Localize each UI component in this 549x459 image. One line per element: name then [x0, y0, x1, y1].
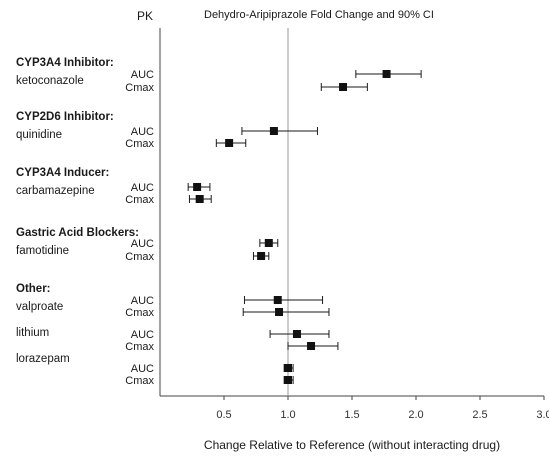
x-tick-label: 1.5 [344, 409, 359, 421]
point-estimate-marker [339, 83, 348, 91]
pk-param-label: AUC [131, 69, 154, 81]
pk-param-label: AUC [131, 182, 154, 194]
pk-column-header: PK [137, 9, 153, 23]
point-estimate-marker [382, 70, 391, 78]
point-estimate-marker [273, 296, 282, 304]
chart-title: Dehydro-Aripiprazole Fold Change and 90%… [204, 9, 434, 21]
drug-name: valproate [16, 301, 63, 313]
drug-name: ketoconazole [16, 75, 84, 87]
drug-name: carbamazepine [16, 185, 95, 197]
pk-param-label: Cmax [125, 138, 154, 150]
data-rows [187, 70, 422, 384]
point-estimate-marker [264, 239, 273, 247]
row-labels: CYP3A4 Inhibitor:ketoconazole AUCCmaxCYP2… [16, 57, 154, 387]
pk-param-label: Cmax [125, 251, 154, 263]
x-tick-label: 1.0 [280, 409, 295, 421]
pk-param-label: AUC [131, 238, 154, 250]
x-tick-label: 3.0 [536, 409, 549, 421]
pk-param-label: Cmax [125, 307, 154, 319]
pk-param-label: AUC [131, 126, 154, 138]
point-estimate-marker [284, 376, 292, 384]
group-heading: CYP3A4 Inhibitor: [16, 57, 114, 69]
pk-param-label: Cmax [125, 341, 154, 353]
point-estimate-marker [193, 183, 202, 191]
group-heading: CYP2D6 Inhibitor: [16, 111, 114, 123]
group-heading: CYP3A4 Inducer: [16, 167, 109, 179]
group-heading: Gastric Acid Blockers: [16, 227, 139, 239]
pk-param-label: Cmax [125, 194, 154, 206]
point-estimate-marker [307, 342, 316, 350]
group-heading: Other: [16, 283, 51, 295]
x-tick-label: 0.5 [216, 409, 231, 421]
drug-name: lithium [16, 327, 49, 339]
point-estimate-marker [269, 127, 278, 135]
drug-name: lorazepam [16, 353, 70, 365]
pk-param-label: AUC [131, 295, 154, 307]
point-estimate-marker [195, 195, 204, 203]
pk-param-label: AUC [131, 363, 154, 375]
pk-param-label: AUC [131, 329, 154, 341]
x-tick-label: 2.0 [408, 409, 423, 421]
plot-area [159, 28, 544, 397]
pk-param-label: Cmax [125, 82, 154, 94]
x-tick-label: 2.5 [472, 409, 487, 421]
drug-name: famotidine [16, 245, 69, 257]
pk-param-label: Cmax [125, 375, 154, 387]
drug-name: quinidine [16, 129, 62, 141]
point-estimate-marker [292, 330, 301, 338]
point-estimate-marker [225, 139, 234, 147]
x-axis: 0.5 1.0 1.5 2.0 2.5 3.0 [216, 396, 549, 421]
x-axis-label: Change Relative to Reference (without in… [204, 438, 500, 452]
point-estimate-marker [284, 364, 292, 372]
point-estimate-marker [275, 308, 284, 316]
point-estimate-marker [257, 252, 266, 260]
